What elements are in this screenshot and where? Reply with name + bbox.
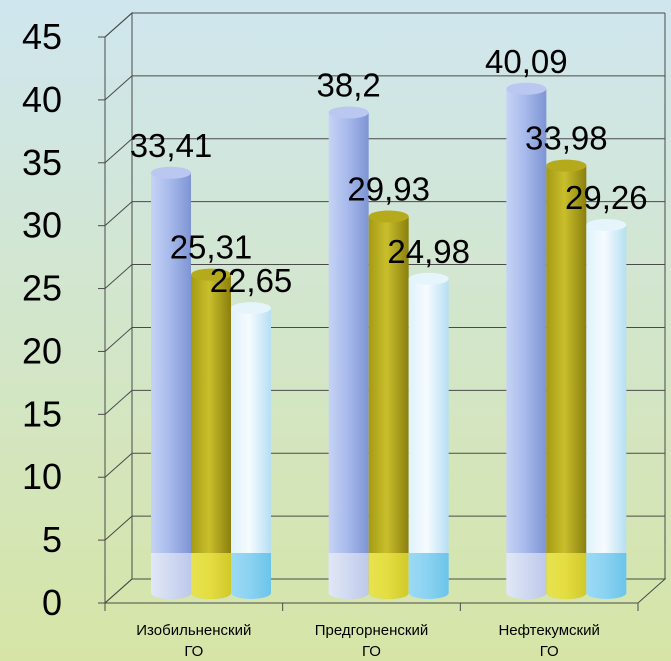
bar xyxy=(408,272,449,599)
x-category-label: ГО xyxy=(184,643,203,660)
data-label: 38,2 xyxy=(317,67,381,104)
data-label: 29,26 xyxy=(565,179,648,216)
x-category-label: ГО xyxy=(362,643,381,660)
x-category-label: Предгорненский xyxy=(315,622,428,639)
data-label: 33,41 xyxy=(130,127,213,164)
x-category-label: Изобильненский xyxy=(136,622,251,639)
bar xyxy=(368,210,409,599)
y-axis-ticks: 0 5 10 15 20 25 30 35 40 45 xyxy=(22,16,639,623)
y-tick-label: 40 xyxy=(22,79,62,120)
y-tick-label: 20 xyxy=(22,330,62,371)
y-tick-label: 0 xyxy=(42,582,62,623)
bar xyxy=(191,268,231,599)
data-label: 33,98 xyxy=(525,120,608,157)
data-label: 29,93 xyxy=(347,171,430,208)
y-tick-label: 35 xyxy=(22,142,62,183)
gridline-side xyxy=(104,452,133,478)
gridline-side xyxy=(104,264,133,289)
bar xyxy=(151,166,191,600)
x-category-label: ГО xyxy=(540,643,559,660)
gridline-side xyxy=(104,389,133,415)
gridline-side xyxy=(104,327,133,352)
bar xyxy=(328,106,369,599)
x-category-label: Нефтекумский xyxy=(498,622,599,639)
gridline-side xyxy=(104,138,133,164)
bar xyxy=(231,302,271,599)
data-label: 40,09 xyxy=(485,43,568,80)
gridline-side xyxy=(104,201,133,227)
bar xyxy=(586,218,627,599)
gridline-side xyxy=(104,75,133,101)
y-tick-label: 5 xyxy=(42,519,62,560)
gridline-side xyxy=(104,515,133,541)
bars xyxy=(151,82,627,600)
bar xyxy=(546,159,587,599)
data-label: 22,65 xyxy=(210,262,293,299)
y-tick-label: 15 xyxy=(22,393,62,434)
data-label: 25,31 xyxy=(170,229,253,266)
y-tick-label: 30 xyxy=(22,205,62,246)
gridline-side xyxy=(104,12,133,38)
y-tick-label: 45 xyxy=(22,16,62,57)
y-tick-label: 25 xyxy=(22,268,62,309)
x-axis-categories: Изобильненский ГО Предгорненский ГО Нефтекум… xyxy=(136,622,600,660)
bar xyxy=(506,82,547,599)
data-label: 24,98 xyxy=(387,233,470,270)
y-tick-label: 10 xyxy=(22,456,62,497)
